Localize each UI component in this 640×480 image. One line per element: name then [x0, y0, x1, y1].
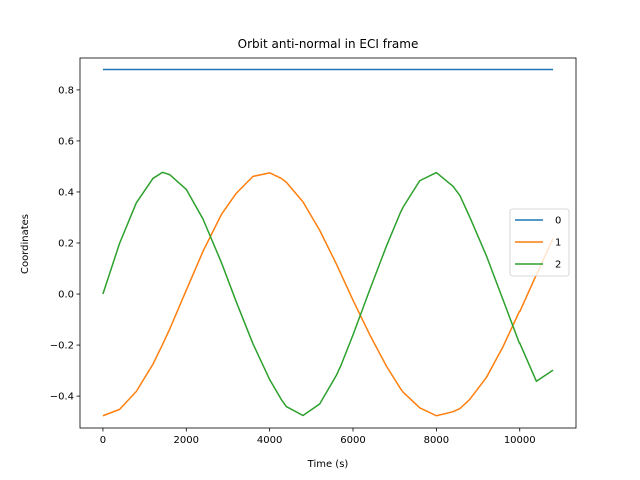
- y-tick-label: −0.4: [50, 392, 74, 403]
- legend-label-0: 0: [555, 216, 561, 227]
- legend: 0 1 2: [509, 208, 570, 277]
- y-tick-label: 0.0: [58, 290, 74, 301]
- y-tick-label: −0.2: [50, 341, 74, 352]
- x-tick-label: 4000: [257, 435, 282, 446]
- y-tick-label: 0.6: [58, 136, 74, 147]
- y-tick-label: 0.8: [58, 85, 74, 96]
- x-tick-label: 2000: [174, 435, 199, 446]
- series-line-1: [102, 172, 554, 417]
- x-tick-label: 0: [100, 435, 106, 446]
- y-tick-label: 0.2: [58, 239, 74, 250]
- x-tick-label: 10000: [504, 435, 536, 446]
- legend-label-1: 1: [555, 238, 561, 249]
- legend-label-2: 2: [555, 260, 561, 271]
- chart-title: Orbit anti-normal in ECI frame: [238, 37, 419, 51]
- x-tick-label: 6000: [340, 435, 365, 446]
- x-tick-label: 8000: [424, 435, 449, 446]
- plot-area: [102, 68, 554, 417]
- y-tick-label: 0.4: [58, 187, 74, 198]
- y-axis-label: Coordinates: [20, 214, 31, 274]
- series-line-2: [102, 171, 554, 417]
- axes: 0 2000 4000 6000 8000 10000 −0.4 −0.2 0.0 0.2 0.4 0…: [50, 57, 577, 446]
- x-axis-label: Time (s): [307, 459, 349, 470]
